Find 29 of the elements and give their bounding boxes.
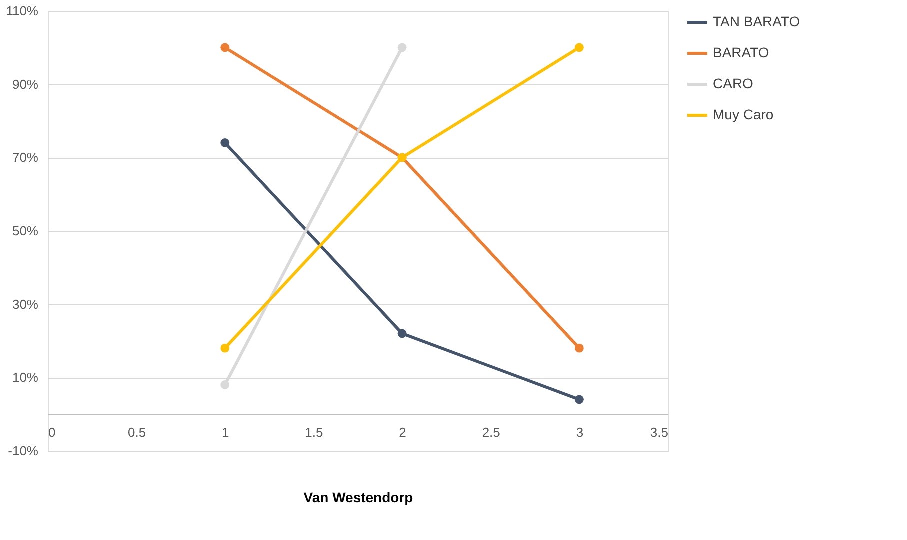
point <box>574 344 584 353</box>
x-tick-label: 2.5 <box>482 424 500 440</box>
x-tick-label: 1.5 <box>305 424 324 440</box>
point <box>220 380 230 390</box>
y-tick-label: 110% <box>6 4 39 18</box>
point <box>574 395 584 404</box>
point <box>220 138 230 148</box>
point <box>220 43 230 52</box>
y-tick-label: 30% <box>12 296 39 312</box>
legend-label: Muy Caro <box>713 106 774 122</box>
x-tick-label: 2 <box>399 424 406 440</box>
point <box>220 344 230 353</box>
point <box>398 43 407 52</box>
x-tick-label: 0 <box>48 424 56 440</box>
y-tick-label: -10% <box>8 444 39 458</box>
y-tick-label: 50% <box>12 224 39 238</box>
x-tick-label: 0.5 <box>128 424 146 440</box>
point <box>398 329 407 338</box>
y-tick-label: 70% <box>12 150 39 166</box>
x-tick-label: 3.5 <box>650 424 668 440</box>
y-tick-label: 90% <box>12 76 39 92</box>
x-tick-label: 3 <box>576 424 584 440</box>
x-axis-title: Van Westendorp <box>304 490 414 506</box>
legend-label: BARATO <box>713 44 770 60</box>
legend-label: TAN BARATO <box>713 14 800 30</box>
legend-label: CARO <box>713 76 754 92</box>
x-tick-label: 1 <box>222 424 230 440</box>
y-tick-label: 10% <box>12 370 39 386</box>
point <box>574 43 584 52</box>
